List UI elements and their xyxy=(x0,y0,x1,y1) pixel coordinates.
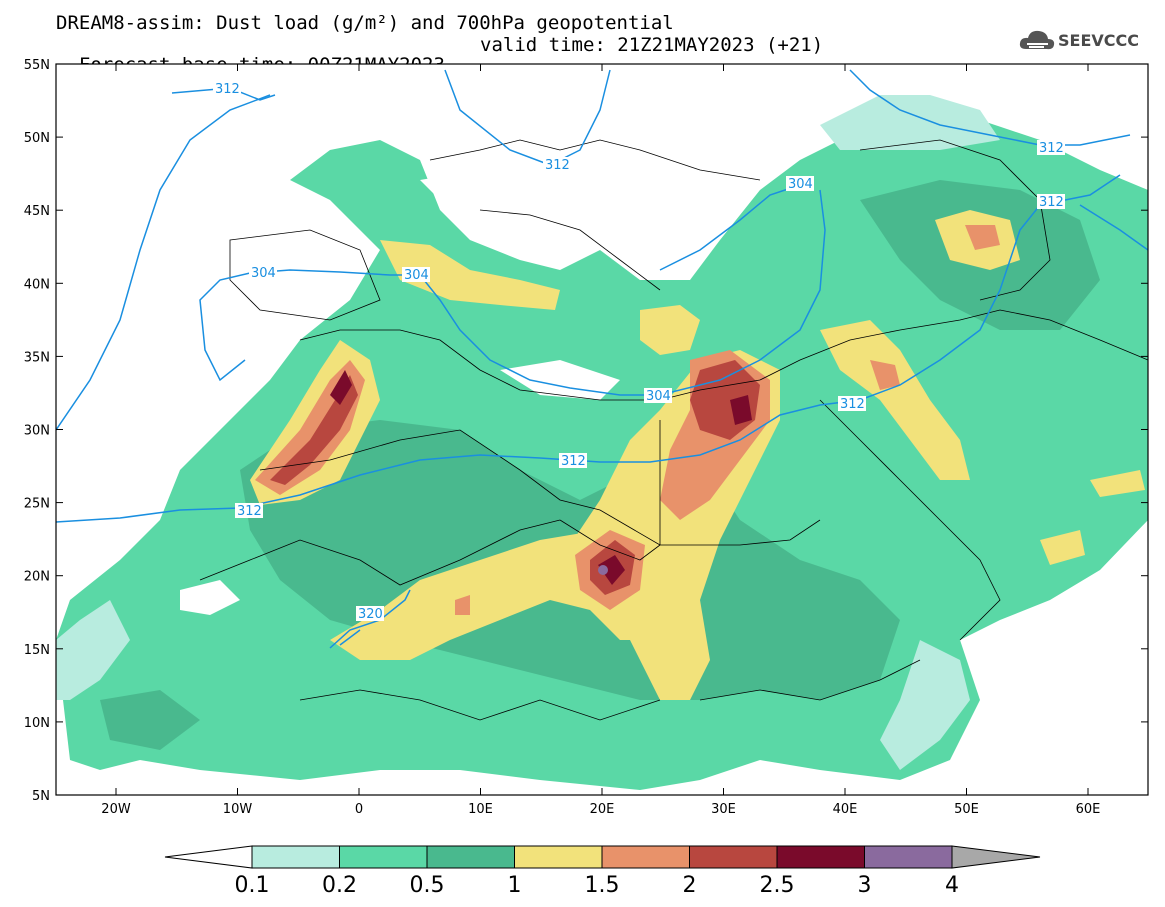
lat-label: 5N xyxy=(32,789,50,804)
contour-label: 312 xyxy=(1037,140,1065,156)
svg-text:312: 312 xyxy=(545,158,570,173)
colorbar-under-arrow xyxy=(164,845,253,869)
contour-label: 304 xyxy=(402,267,430,283)
svg-text:312: 312 xyxy=(561,454,586,469)
lat-label: 30N xyxy=(24,424,50,439)
svg-text:312: 312 xyxy=(1039,141,1064,156)
seevccc-logo: SEEVCCC xyxy=(1018,27,1139,55)
colorbar-swatch xyxy=(601,845,690,869)
lat-label: 25N xyxy=(24,497,50,512)
colorbar-swatch xyxy=(776,845,865,869)
svg-text:304: 304 xyxy=(251,266,276,281)
dust-area-3 xyxy=(598,565,608,575)
svg-text:304: 304 xyxy=(788,177,813,192)
map-plot-area: 312 312 312 304 312 304 304 304 312 312 … xyxy=(56,64,1148,795)
map-title: DREAM8-assim: Dust load (g/m²) and 700hP… xyxy=(56,12,674,34)
colorbar-label: 0.1 xyxy=(235,873,270,898)
lat-label: 35N xyxy=(24,350,50,365)
lon-label: 10E xyxy=(468,802,493,817)
lon-label: 0 xyxy=(355,802,363,817)
lon-label: 60E xyxy=(1076,802,1101,817)
colorbar-label: 1 xyxy=(508,873,522,898)
contour-label: 312 xyxy=(838,396,866,412)
colorbar-label: 4 xyxy=(945,873,959,898)
country-borders xyxy=(199,139,1148,721)
lat-label: 45N xyxy=(24,204,50,219)
contour-label: 320 xyxy=(356,606,384,622)
dust-area-0.1 xyxy=(56,95,1000,770)
dust-area-2 xyxy=(270,360,760,595)
dust-area-0.5 xyxy=(100,180,1100,750)
valid-time: valid time: 21Z21MAY2023 (+21) xyxy=(480,34,824,56)
colorbar-label: 3 xyxy=(858,873,872,898)
longitude-axis: 20W 10W 0 10E 20E 30E 40E 50E 60E xyxy=(101,64,1100,817)
contour-label: 312 xyxy=(213,81,241,97)
colorbar-swatch xyxy=(339,845,428,869)
cloud-icon xyxy=(1019,30,1055,50)
colorbar-swatch xyxy=(426,845,515,869)
colorbar-label: 2 xyxy=(683,873,697,898)
colorbar-swatch xyxy=(864,845,953,869)
svg-text:312: 312 xyxy=(215,82,240,97)
colorbar-label: 1.5 xyxy=(585,873,620,898)
logo-text: SEEVCCC xyxy=(1058,31,1139,50)
svg-text:320: 320 xyxy=(358,607,383,622)
colorbar-label: 2.5 xyxy=(760,873,795,898)
colorbar-over-arrow xyxy=(951,845,1041,869)
colorbar-label: 0.2 xyxy=(322,873,357,898)
lat-label: 15N xyxy=(24,643,50,658)
svg-text:312: 312 xyxy=(237,504,262,519)
lon-label: 40E xyxy=(833,802,858,817)
contour-label: 312 xyxy=(543,157,571,173)
colorbar: 0.1 0.2 0.5 1 1.5 2 2.5 3 4 xyxy=(164,845,1041,898)
dust-free-area xyxy=(180,170,720,615)
svg-text:304: 304 xyxy=(404,268,429,283)
lon-label: 20W xyxy=(101,802,131,817)
lat-label: 50N xyxy=(24,131,50,146)
lat-label: 10N xyxy=(24,716,50,731)
lon-label: 30E xyxy=(711,802,736,817)
svg-text:312: 312 xyxy=(840,397,865,412)
contour-label: 312 xyxy=(235,503,263,519)
colorbar-swatch xyxy=(251,845,340,869)
latitude-axis: 55N 50N 45N 40N 35N 30N 25N 20N 15N 10N 5N xyxy=(24,58,1148,804)
lat-label: 40N xyxy=(24,277,50,292)
lon-label: 10W xyxy=(223,802,253,817)
contour-label: 312 xyxy=(559,453,587,469)
lat-label: 20N xyxy=(24,570,50,585)
contour-label: 304 xyxy=(786,176,814,192)
lon-label: 50E xyxy=(954,802,979,817)
colorbar-swatch xyxy=(689,845,778,869)
svg-text:304: 304 xyxy=(646,389,671,404)
contour-label: 304 xyxy=(249,265,277,281)
contour-label: 304 xyxy=(644,388,672,404)
lat-label: 55N xyxy=(24,58,50,73)
lon-label: 20E xyxy=(590,802,615,817)
svg-text:312: 312 xyxy=(1039,195,1064,210)
colorbar-swatch xyxy=(514,845,603,869)
contour-label: 312 xyxy=(1037,194,1065,210)
colorbar-label: 0.5 xyxy=(410,873,445,898)
contour-labels: 312 312 312 304 312 304 304 304 312 312 … xyxy=(213,81,1065,622)
